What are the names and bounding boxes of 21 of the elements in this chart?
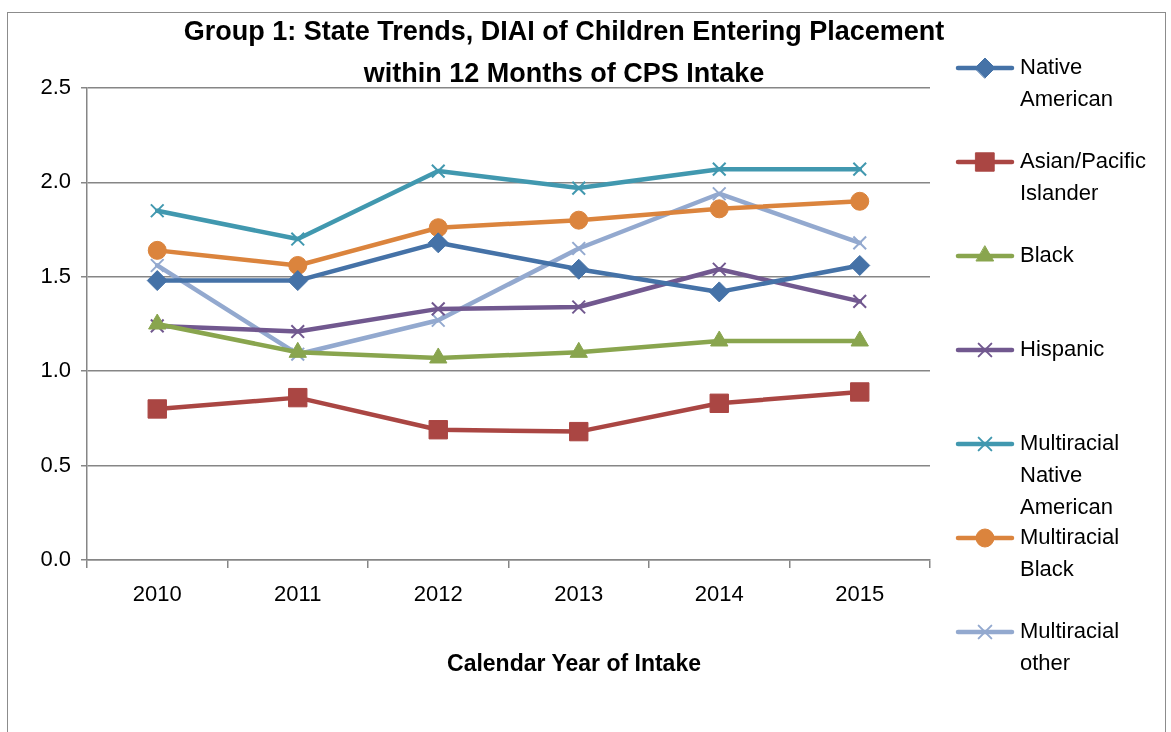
x-axis-title: Calendar Year of Intake: [447, 650, 701, 677]
y-tick-label: 1.5: [40, 262, 71, 288]
legend-label: Multiracial other: [1020, 618, 1120, 676]
x-tick-label: 2011: [274, 581, 322, 607]
legend-label: Multiracial Black: [1020, 524, 1120, 582]
x-tick-label: 2013: [554, 581, 604, 607]
legend-label: Black: [1020, 242, 1075, 268]
legend-label: Asian/Pacific Islander: [1020, 148, 1146, 206]
y-tick-label: 2.0: [40, 168, 71, 194]
x-tick-label: 2015: [835, 581, 885, 607]
x-tick-label: 2010: [132, 581, 182, 607]
y-tick-label: 0.0: [40, 546, 71, 572]
legend-label: Hispanic: [1020, 336, 1105, 362]
legend-label: Multiracial Native American: [1020, 430, 1120, 520]
y-tick-label: 2.5: [40, 74, 71, 100]
x-tick-label: 2012: [413, 581, 463, 607]
legend-label: Native American: [1020, 54, 1113, 112]
y-tick-label: 0.5: [40, 451, 71, 477]
chart-title: Group 1: State Trends, DIAI of Children Entering Placement within 12 Months of CPS Intake: [183, 16, 945, 89]
y-tick-label: 1.0: [40, 357, 71, 383]
x-tick-label: 2014: [694, 581, 744, 607]
